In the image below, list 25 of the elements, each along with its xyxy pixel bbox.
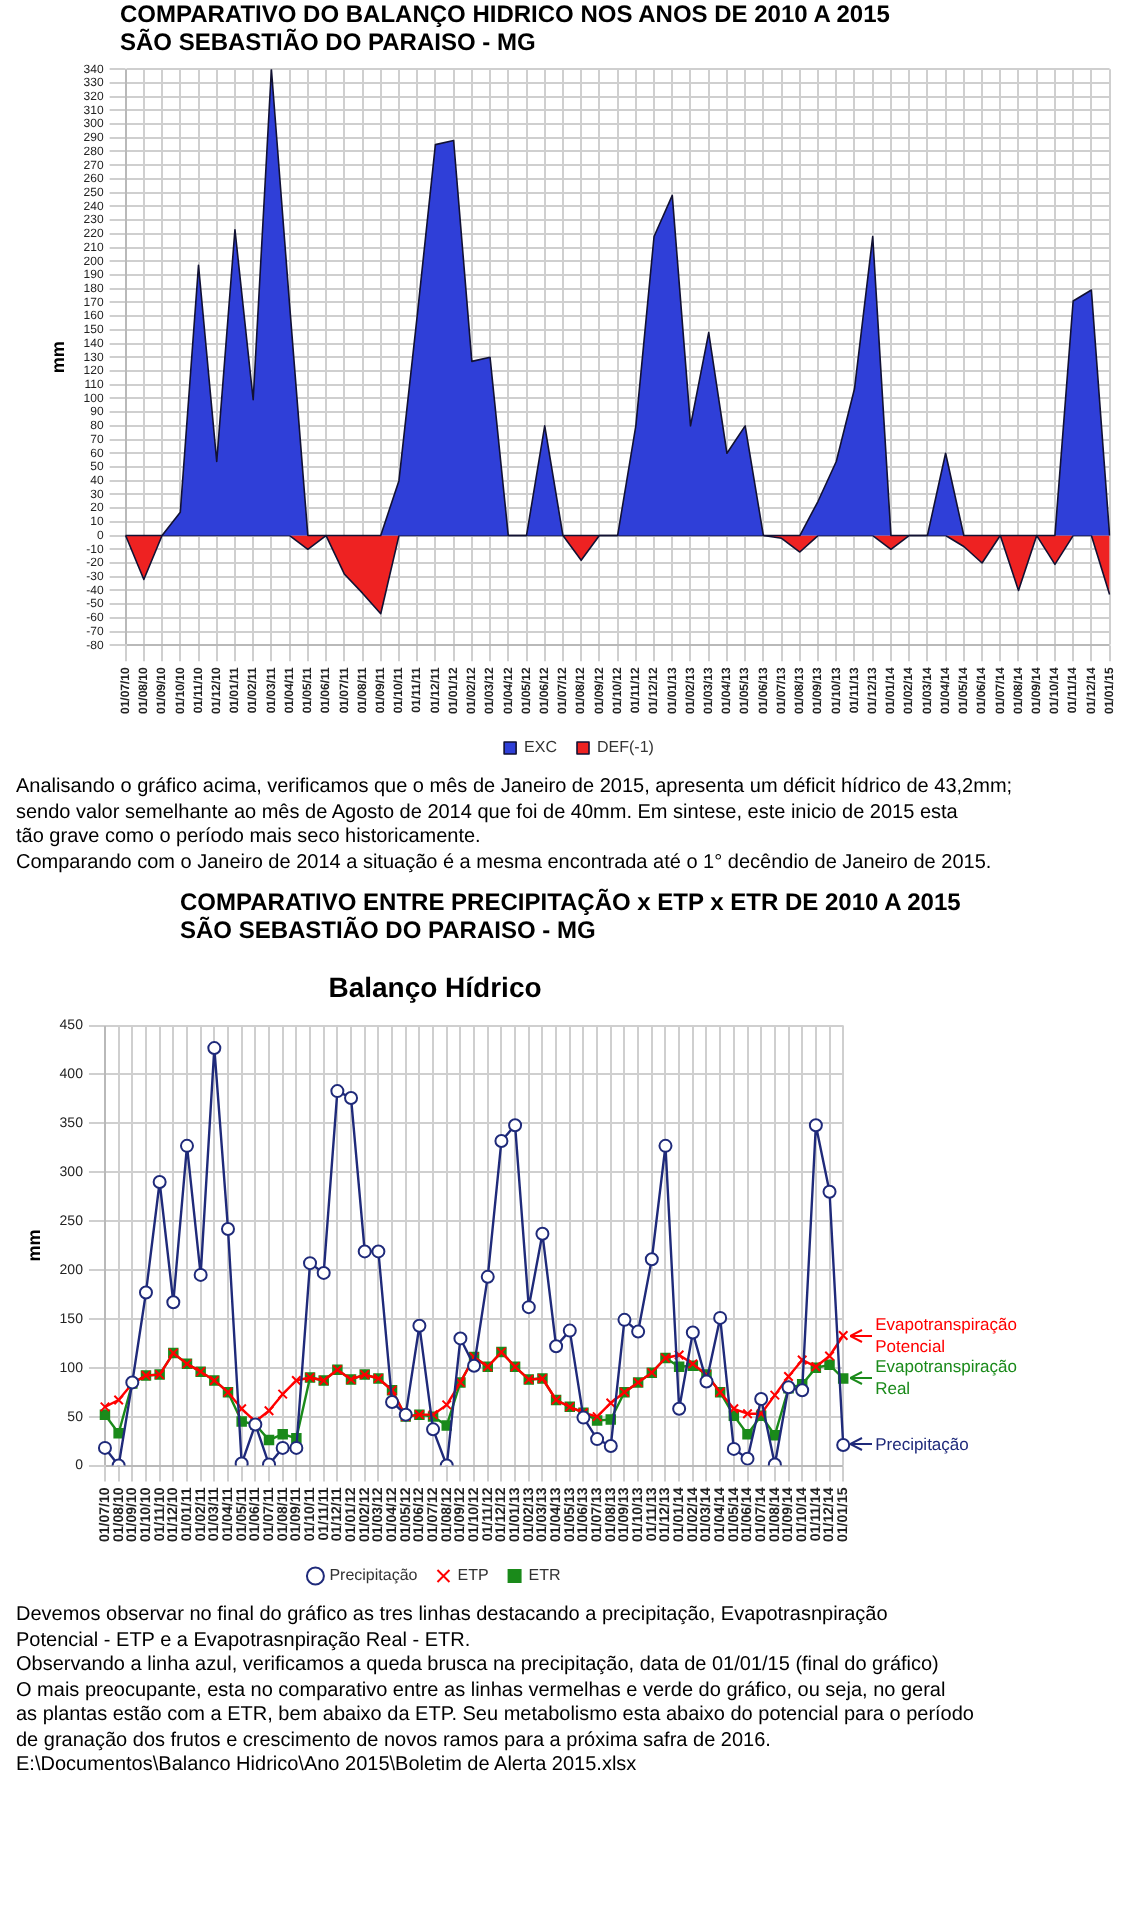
text: Analisando o gráfico acima, verificamos que o mês de Janeiro de 2015, apresenta um déficit hídrico de 43,2mm; <box>16 776 1015 801</box>
annotation: Evapotranspiração Real <box>875 1356 1019 1401</box>
legend-label: DEF(-1) <box>597 738 655 757</box>
annotation: Evapotranspiração Potencial <box>875 1313 1019 1358</box>
text: E:\Documentos\Balanco Hidrico\Ano 2015\Boletim de Alerta 2015.xlsx <box>16 1754 639 1779</box>
text: Devemos observar no final do gráfico as tres linhas destacando a precipitação, Evapotrasnpiração <box>16 1604 890 1629</box>
chart-subtitle: COMPARATIVO ENTRE PRECIPITAÇÃO x ETP x ETR DE 2010 A 2015 SÃO SEBASTIÃO DO PARAISO - MG <box>178 888 963 944</box>
chart-subtitle: SÃO SEBASTIÃO DO PARAISO - MG <box>120 28 536 56</box>
text: O mais preocupante, esta no comparativo entre as linhas vermelhas e verde do gráfico, ou seja, no geral <box>16 1679 948 1704</box>
annotation: Precipitação <box>875 1433 969 1456</box>
legend-label: ETP <box>457 1566 489 1585</box>
text: tão grave como o período mais seco historicamente. <box>16 826 483 851</box>
legend-label: EXC <box>524 738 558 757</box>
text: Comparando com o Janeiro de 2014 a situação é a mesma encontrada até o 1° decêndio de Janeiro de 2015. <box>16 851 994 876</box>
legend-label: ETR <box>528 1566 562 1585</box>
chart-title: COMPARATIVO DO BALANÇO HIDRICO NOS ANOS DE 2010 A 2015 <box>120 0 890 28</box>
text: de granação dos frutos e crescimento de novos ramos para a próxima safra de 2016. <box>16 1729 773 1754</box>
chart-title: Balanço Hídrico <box>328 970 542 1003</box>
text: Potencial - ETP e a Evapotrasnpiração Real - ETR. <box>16 1629 473 1654</box>
legend-label: Precipitação <box>329 1566 419 1585</box>
y-axis-title: mm <box>23 1229 44 1262</box>
text: Observando a linha azul, verificamos a queda brusca na precipitação, data de 01/01/15 (final do gráfico) <box>16 1654 941 1679</box>
y-axis-title: mm <box>47 341 68 374</box>
text: as plantas estão com a ETR, bem abaixo da ETP. Seu metabolismo esta abaixo do potencial para o período <box>16 1704 976 1729</box>
text: sendo valor semelhante ao mês de Agosto de 2014 que foi de 40mm. Em sintese, este inicio de 2015 esta <box>16 801 960 826</box>
